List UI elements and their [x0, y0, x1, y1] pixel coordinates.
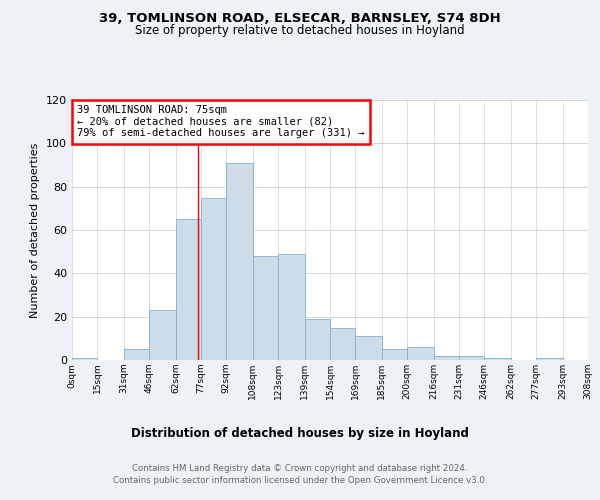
Bar: [588, 358, 600, 360]
Bar: [355, 336, 382, 360]
Bar: [382, 349, 407, 360]
Text: 39, TOMLINSON ROAD, ELSECAR, BARNSLEY, S74 8DH: 39, TOMLINSON ROAD, ELSECAR, BARNSLEY, S…: [99, 12, 501, 26]
Bar: [201, 198, 226, 360]
Bar: [72, 358, 97, 360]
Text: Contains public sector information licensed under the Open Government Licence v3: Contains public sector information licen…: [113, 476, 487, 485]
Bar: [305, 319, 330, 360]
Bar: [459, 356, 484, 360]
Text: 39 TOMLINSON ROAD: 75sqm
← 20% of detached houses are smaller (82)
79% of semi-d: 39 TOMLINSON ROAD: 75sqm ← 20% of detach…: [77, 105, 365, 138]
Bar: [226, 163, 253, 360]
Bar: [176, 219, 201, 360]
Bar: [484, 358, 511, 360]
Text: Size of property relative to detached houses in Hoyland: Size of property relative to detached ho…: [135, 24, 465, 37]
Y-axis label: Number of detached properties: Number of detached properties: [31, 142, 40, 318]
Text: Distribution of detached houses by size in Hoyland: Distribution of detached houses by size …: [131, 428, 469, 440]
Bar: [278, 254, 305, 360]
Text: Contains HM Land Registry data © Crown copyright and database right 2024.: Contains HM Land Registry data © Crown c…: [132, 464, 468, 473]
Bar: [434, 356, 459, 360]
Bar: [330, 328, 355, 360]
Bar: [536, 358, 563, 360]
Bar: [407, 347, 434, 360]
Bar: [149, 310, 176, 360]
Bar: [124, 349, 149, 360]
Bar: [253, 256, 278, 360]
